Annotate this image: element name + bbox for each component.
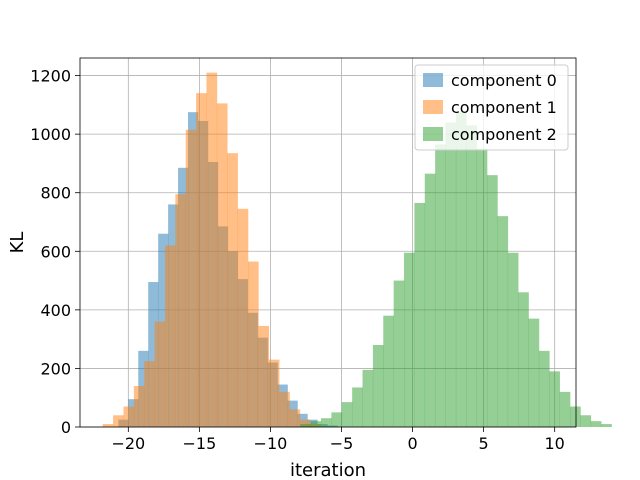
x-tick-label: 0 xyxy=(407,434,417,453)
legend-swatch xyxy=(423,100,443,114)
y-tick-label: 0 xyxy=(61,418,71,437)
legend-box xyxy=(414,64,569,151)
histogram-bar xyxy=(559,391,571,427)
histogram-bar xyxy=(466,125,477,427)
y-tick-label: 200 xyxy=(40,359,71,378)
histogram-bar xyxy=(455,112,467,427)
histogram-bar xyxy=(445,122,457,427)
y-tick-label: 800 xyxy=(40,184,71,203)
series-bars-2 xyxy=(300,112,612,428)
legend-item: component 0 xyxy=(423,71,557,90)
legend-swatch xyxy=(423,127,443,141)
histogram-bar xyxy=(518,292,529,427)
histogram-bar xyxy=(133,386,145,427)
y-axis-label: KL xyxy=(7,232,28,254)
histogram-bar xyxy=(237,208,249,427)
histogram-bar xyxy=(331,412,343,427)
histogram-bar xyxy=(538,350,550,427)
histogram-bar xyxy=(185,129,197,427)
histogram-bar xyxy=(113,415,124,427)
histogram-bar xyxy=(580,415,592,427)
histogram-bar xyxy=(148,282,159,427)
histogram-bar xyxy=(144,361,155,427)
histogram-bar xyxy=(435,144,446,427)
plot-frame xyxy=(79,57,577,428)
histogram-bar xyxy=(507,252,519,427)
x-axis-ticks: −20 −15 −10 −5 0 5 10 xyxy=(111,427,565,453)
histogram-bar xyxy=(268,359,280,427)
y-axis-ticks: 0 200 400 600 800 1000 1200 xyxy=(30,67,80,437)
x-tick-label: 10 xyxy=(545,434,565,453)
legend: component 0 component 1 component 2 xyxy=(414,64,569,151)
histogram-bar xyxy=(300,424,311,427)
histogram-bar xyxy=(601,424,612,427)
histogram-bar xyxy=(247,261,259,427)
histogram-bar xyxy=(549,371,560,427)
histogram-bar xyxy=(164,245,176,427)
histogram-bar xyxy=(227,153,238,427)
y-tick-label: 1200 xyxy=(30,67,71,86)
series-bars-1 xyxy=(102,72,321,428)
histogram-bar xyxy=(352,387,363,427)
histogram-bar xyxy=(372,345,384,427)
y-tick-label: 400 xyxy=(40,301,71,320)
y-tick-label: 600 xyxy=(40,242,71,261)
histogram-bar xyxy=(310,421,322,427)
histogram-bar xyxy=(383,315,394,427)
histogram-bar xyxy=(362,369,374,427)
histogram-bar xyxy=(590,421,602,427)
histogram-bar xyxy=(196,93,207,428)
x-tick-label: −5 xyxy=(330,434,354,453)
histogram-bar xyxy=(476,148,488,428)
histogram-bar xyxy=(424,173,436,427)
histogram-bar xyxy=(497,216,509,427)
histogram-bar xyxy=(258,325,270,427)
histogram-bar xyxy=(279,391,290,427)
histogram-bar xyxy=(528,318,540,427)
y-tick-label: 1000 xyxy=(30,125,71,144)
histogram-bar xyxy=(206,72,218,428)
histogram-bar xyxy=(341,402,353,427)
histogram-bar xyxy=(175,194,187,427)
histogram-bar xyxy=(414,202,426,427)
legend-label: component 0 xyxy=(451,71,557,90)
legend-label: component 1 xyxy=(451,98,557,117)
histogram-bar xyxy=(289,409,301,427)
histogram-bar xyxy=(487,175,498,427)
histogram-bar xyxy=(393,280,405,427)
histogram-bar xyxy=(216,103,228,428)
histogram-bar xyxy=(321,418,332,427)
histogram-bar xyxy=(570,406,581,427)
legend-item: component 2 xyxy=(423,125,557,144)
x-tick-label: 5 xyxy=(479,434,489,453)
legend-item: component 1 xyxy=(423,98,557,117)
legend-label: component 2 xyxy=(451,125,557,144)
histogram-bar xyxy=(102,424,114,427)
histogram-bar xyxy=(404,252,415,427)
x-tick-label: −15 xyxy=(182,434,216,453)
histogram-bar xyxy=(154,321,166,427)
x-tick-label: −20 xyxy=(111,434,145,453)
x-axis-label: iteration xyxy=(290,460,366,480)
histogram-bar xyxy=(123,406,135,427)
x-tick-label: −10 xyxy=(254,434,288,453)
legend-swatch xyxy=(423,73,443,87)
histogram-bars xyxy=(102,72,612,428)
histogram-bar xyxy=(299,419,311,427)
